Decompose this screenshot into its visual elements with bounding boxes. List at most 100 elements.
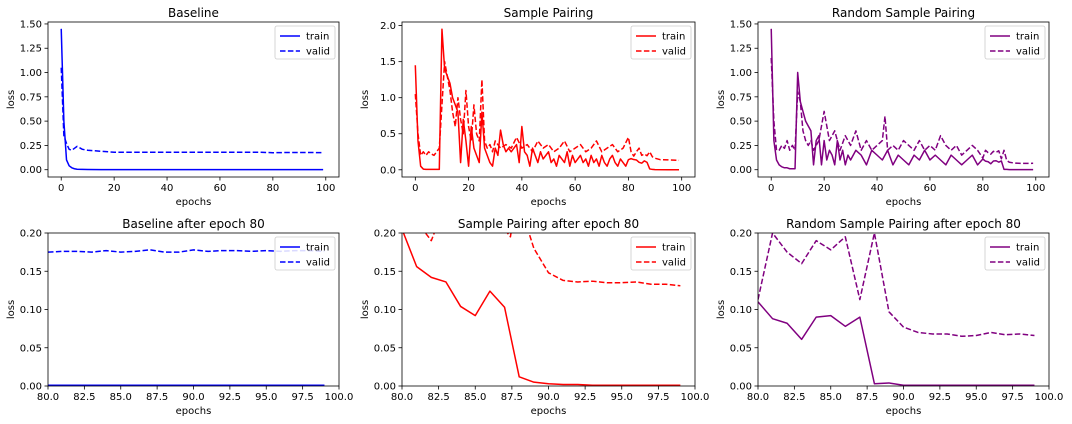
y-tick-label: 0.00 [20, 382, 42, 393]
y-tick-label: 0.50 [20, 117, 42, 128]
legend-label-valid: valid [1016, 258, 1040, 269]
series-line-train [402, 233, 681, 386]
y-tick-label: 0.0 [380, 165, 396, 176]
series-line-valid [758, 233, 1035, 338]
x-axis-label: epochs [531, 406, 567, 417]
x-tick-label: 95.0 [255, 392, 277, 403]
chart-title: Baseline after epoch 80 [122, 217, 265, 231]
x-tick-label: 97.5 [647, 392, 669, 403]
series-line-train [770, 28, 1034, 171]
x-tick-label: 92.5 [219, 392, 241, 403]
x-tick-label: 82.5 [783, 392, 805, 403]
x-tick-label: 60 [924, 183, 937, 194]
x-tick-label: 87.5 [856, 392, 878, 403]
y-tick-label: 0.75 [20, 92, 42, 103]
x-tick-label: 87.5 [146, 392, 168, 403]
legend: train valid [274, 25, 336, 60]
x-tick-label: 82.5 [73, 392, 95, 403]
legend-label-train: train [1016, 32, 1039, 43]
legend: train valid [630, 236, 692, 271]
y-tick-label: 0.15 [20, 267, 42, 278]
y-axis-label: loss [6, 300, 17, 319]
x-tick-label: 95.0 [965, 392, 987, 403]
y-tick-label: 0.15 [730, 267, 752, 278]
y-tick-label: 0.00 [730, 382, 752, 393]
legend-label-train: train [306, 32, 329, 43]
chart-title: Random Sample Pairing after epoch 80 [786, 217, 1021, 231]
y-tick-label: 0.25 [20, 141, 42, 152]
chart-title: Random Sample Pairing [832, 6, 975, 20]
legend: train valid [630, 25, 692, 60]
x-axis-label: epochs [886, 406, 922, 417]
x-tick-label: 97.5 [291, 392, 313, 403]
y-tick-label: 0.05 [730, 343, 752, 354]
y-tick-label: 0.00 [20, 165, 42, 176]
axes-frame [401, 21, 696, 178]
y-axis-label: loss [716, 90, 727, 109]
y-tick-label: 0.5 [380, 129, 396, 140]
legend-label-valid: valid [306, 47, 330, 58]
y-tick-label: 0.20 [374, 229, 396, 240]
y-tick-label: 2.0 [380, 21, 396, 32]
series-line-train [758, 301, 1035, 386]
x-tick-label: 100 [316, 183, 335, 194]
series-line-train [60, 28, 324, 171]
x-axis-label: epochs [176, 197, 212, 208]
x-axis-label: epochs [886, 197, 922, 208]
legend-label-train: train [306, 243, 329, 254]
axes-frame [757, 21, 1050, 178]
chart-panel-5: 80.0 82.5 85.0 87.5 90.0 92.5 95.0 97.5 100.0 0.0… [360, 217, 710, 417]
y-tick-label: 1.25 [730, 44, 752, 55]
legend: train valid [984, 25, 1046, 60]
x-tick-label: 92.5 [929, 392, 951, 403]
legend-label-train: train [662, 32, 685, 43]
y-axis-label: loss [716, 300, 727, 319]
chart-panel-2: 0 20 40 60 80 100 0.0 0.5 1.0 1.5 2.0 Sample Pairin… [360, 6, 696, 208]
x-tick-label: 90.0 [537, 392, 559, 403]
axes-frame [47, 21, 340, 178]
x-tick-label: 90.0 [892, 392, 914, 403]
chart-panel-1: 0 20 40 60 80 100 0.00 0.25 0.50 0.75 1.00 1.25 1.50… [6, 6, 340, 208]
x-tick-label: 20 [818, 183, 831, 194]
y-tick-label: 0.10 [730, 305, 752, 316]
x-tick-label: 100 [672, 183, 691, 194]
legend-label-valid: valid [662, 47, 686, 58]
x-tick-label: 80 [976, 183, 989, 194]
chart-panel-3: 0 20 40 60 80 100 0.00 0.25 0.50 0.75 1.00 1.25 1.50… [716, 6, 1050, 208]
y-tick-label: 1.50 [730, 19, 752, 30]
x-tick-label: 0 [412, 183, 418, 194]
y-axis-label: loss [6, 90, 17, 109]
y-tick-label: 0.50 [730, 117, 752, 128]
x-axis-label: epochs [176, 406, 212, 417]
y-tick-label: 0.05 [374, 343, 396, 354]
x-tick-label: 80.0 [391, 392, 413, 403]
series-line-valid [770, 57, 1034, 165]
x-tick-label: 100.0 [681, 392, 710, 403]
chart-title: Sample Pairing [504, 6, 594, 20]
y-tick-label: 1.00 [20, 68, 42, 79]
series-line-valid [424, 233, 681, 287]
x-tick-label: 80 [622, 183, 635, 194]
x-tick-label: 82.5 [427, 392, 449, 403]
legend-label-train: train [662, 243, 685, 254]
x-tick-label: 20 [108, 183, 121, 194]
y-tick-label: 0.00 [374, 382, 396, 393]
chart-panel-4: 80.0 82.5 85.0 87.5 90.0 92.5 95.0 97.5 100.0 0.0… [6, 217, 353, 417]
plot-area [60, 28, 324, 171]
series-line-valid [60, 67, 324, 154]
x-tick-label: 80.0 [747, 392, 769, 403]
legend-label-valid: valid [662, 258, 686, 269]
plot-area [414, 28, 680, 171]
legend: train valid [274, 236, 336, 271]
y-tick-label: 0.05 [20, 343, 42, 354]
x-tick-label: 95.0 [611, 392, 633, 403]
x-tick-label: 90.0 [182, 392, 204, 403]
y-tick-label: 0.25 [730, 141, 752, 152]
y-tick-label: 0.75 [730, 92, 752, 103]
y-tick-label: 1.0 [380, 93, 396, 104]
y-tick-label: 1.25 [20, 44, 42, 55]
y-tick-label: 0.00 [730, 165, 752, 176]
x-tick-label: 100.0 [325, 392, 354, 403]
x-tick-label: 60 [214, 183, 227, 194]
x-tick-label: 87.5 [501, 392, 523, 403]
